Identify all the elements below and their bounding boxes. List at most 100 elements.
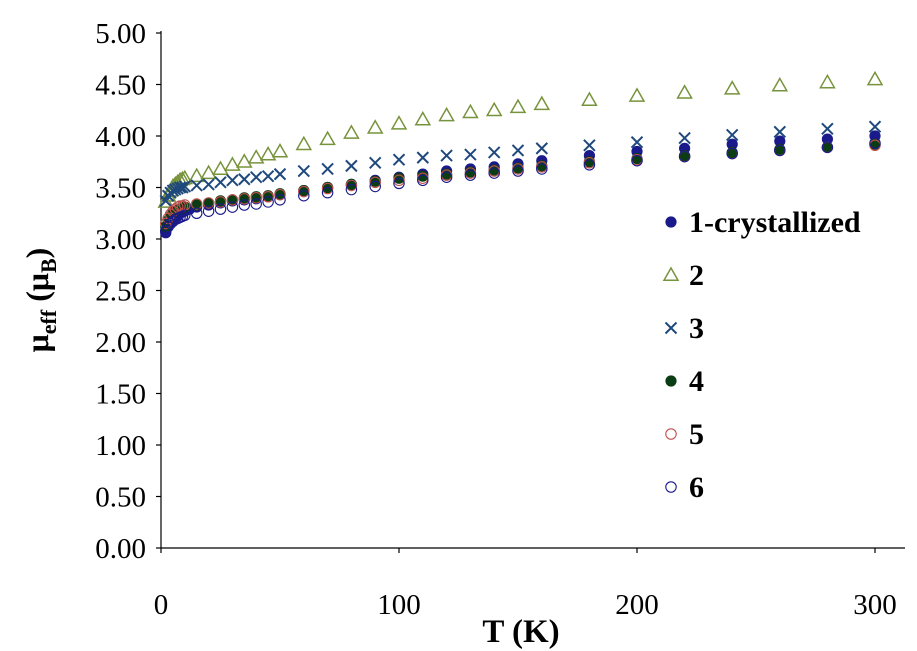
- data-point: [726, 147, 738, 160]
- y-axis-title-end: ): [19, 248, 55, 259]
- data-point: [190, 207, 203, 220]
- data-point: [345, 183, 358, 196]
- x-tick-labels: 0 100 200 300: [154, 589, 897, 621]
- data-point: [678, 131, 691, 145]
- series-3: [159, 120, 882, 208]
- data-point: [249, 170, 263, 184]
- legend-entry: 3: [664, 312, 704, 345]
- legend-marker: [664, 321, 678, 335]
- data-point: [261, 169, 275, 183]
- axes: [156, 31, 905, 553]
- data-point: [416, 151, 430, 164]
- series-2: [157, 70, 884, 208]
- data-point: [438, 106, 455, 122]
- data-point: [366, 119, 384, 134]
- data-point: [345, 179, 358, 192]
- data-point: [392, 153, 406, 166]
- legend-entry: 1-crystallized: [665, 206, 861, 239]
- data-point: [202, 178, 215, 191]
- data-point: [297, 164, 311, 178]
- data-point: [226, 194, 239, 206]
- data-points: [157, 70, 884, 239]
- data-point: [723, 80, 741, 95]
- data-point: [224, 156, 241, 171]
- data-point: [343, 124, 360, 139]
- data-point: [868, 120, 882, 133]
- y-axis-title-base: μ: [19, 334, 55, 352]
- y-tick-label: 2.00: [95, 327, 146, 359]
- y-tick-label: 4.50: [95, 70, 146, 102]
- data-point: [583, 139, 596, 152]
- legend-entry: 6: [665, 471, 704, 504]
- data-point: [462, 103, 479, 119]
- data-point: [200, 164, 217, 180]
- data-point: [821, 141, 834, 154]
- data-point: [631, 154, 643, 167]
- data-point: [725, 128, 739, 142]
- series-6: [160, 137, 881, 237]
- data-point: [368, 156, 382, 169]
- data-point: [295, 135, 313, 151]
- data-point: [271, 142, 289, 158]
- data-point: [214, 176, 227, 189]
- x-tick-label: 100: [377, 589, 421, 621]
- data-point: [262, 196, 274, 208]
- x-tick-label: 0: [154, 589, 169, 621]
- data-point: [488, 167, 500, 179]
- data-point: [238, 173, 251, 186]
- data-point: [345, 159, 358, 173]
- legend-marker: [665, 216, 677, 228]
- data-point: [583, 159, 596, 171]
- data-point: [298, 185, 310, 198]
- data-point: [485, 101, 503, 117]
- data-point: [298, 189, 310, 202]
- x-tick-label: 300: [853, 589, 897, 621]
- data-point: [214, 196, 227, 208]
- data-point: [173, 181, 187, 194]
- data-point: [509, 98, 527, 114]
- data-point: [869, 137, 881, 149]
- data-point: [678, 150, 691, 163]
- legend-label: 6: [689, 471, 704, 504]
- data-point: [262, 191, 274, 203]
- legend-marker: [665, 428, 677, 440]
- y-axis-title: μeff (μB): [19, 248, 61, 353]
- legend-label: 3: [689, 312, 704, 345]
- legend-label: 4: [689, 365, 704, 398]
- data-point: [202, 205, 215, 217]
- data-point: [190, 179, 203, 192]
- data-point: [581, 91, 598, 106]
- data-point: [393, 174, 405, 187]
- data-point: [250, 192, 262, 204]
- data-point: [630, 135, 644, 149]
- data-point: [773, 125, 787, 139]
- y-tick-label: 4.00: [95, 121, 146, 153]
- legend-entry: 2: [662, 259, 704, 292]
- data-point: [259, 146, 277, 161]
- data-point: [487, 146, 501, 159]
- data-point: [178, 180, 192, 193]
- data-point: [771, 77, 789, 92]
- data-point: [250, 198, 262, 210]
- data-point: [414, 111, 432, 126]
- y-axis-title-sub1: eff: [36, 309, 61, 334]
- data-point: [214, 203, 227, 215]
- data-point: [819, 73, 836, 89]
- data-point: [160, 217, 172, 230]
- legend-entry: 5: [665, 418, 704, 451]
- data-point: [236, 153, 253, 168]
- data-point: [226, 174, 239, 187]
- data-point: [533, 95, 551, 111]
- y-tick-label: 3.00: [95, 224, 146, 256]
- data-point: [274, 188, 286, 201]
- legend-label: 5: [689, 418, 704, 451]
- data-point: [440, 171, 453, 183]
- data-point: [274, 194, 286, 206]
- data-point: [464, 169, 477, 181]
- data-point: [247, 149, 265, 164]
- data-point: [511, 144, 525, 157]
- y-axis-title-sub2: B: [36, 258, 61, 273]
- data-point: [238, 199, 251, 211]
- y-tick-label: 0.00: [95, 533, 146, 565]
